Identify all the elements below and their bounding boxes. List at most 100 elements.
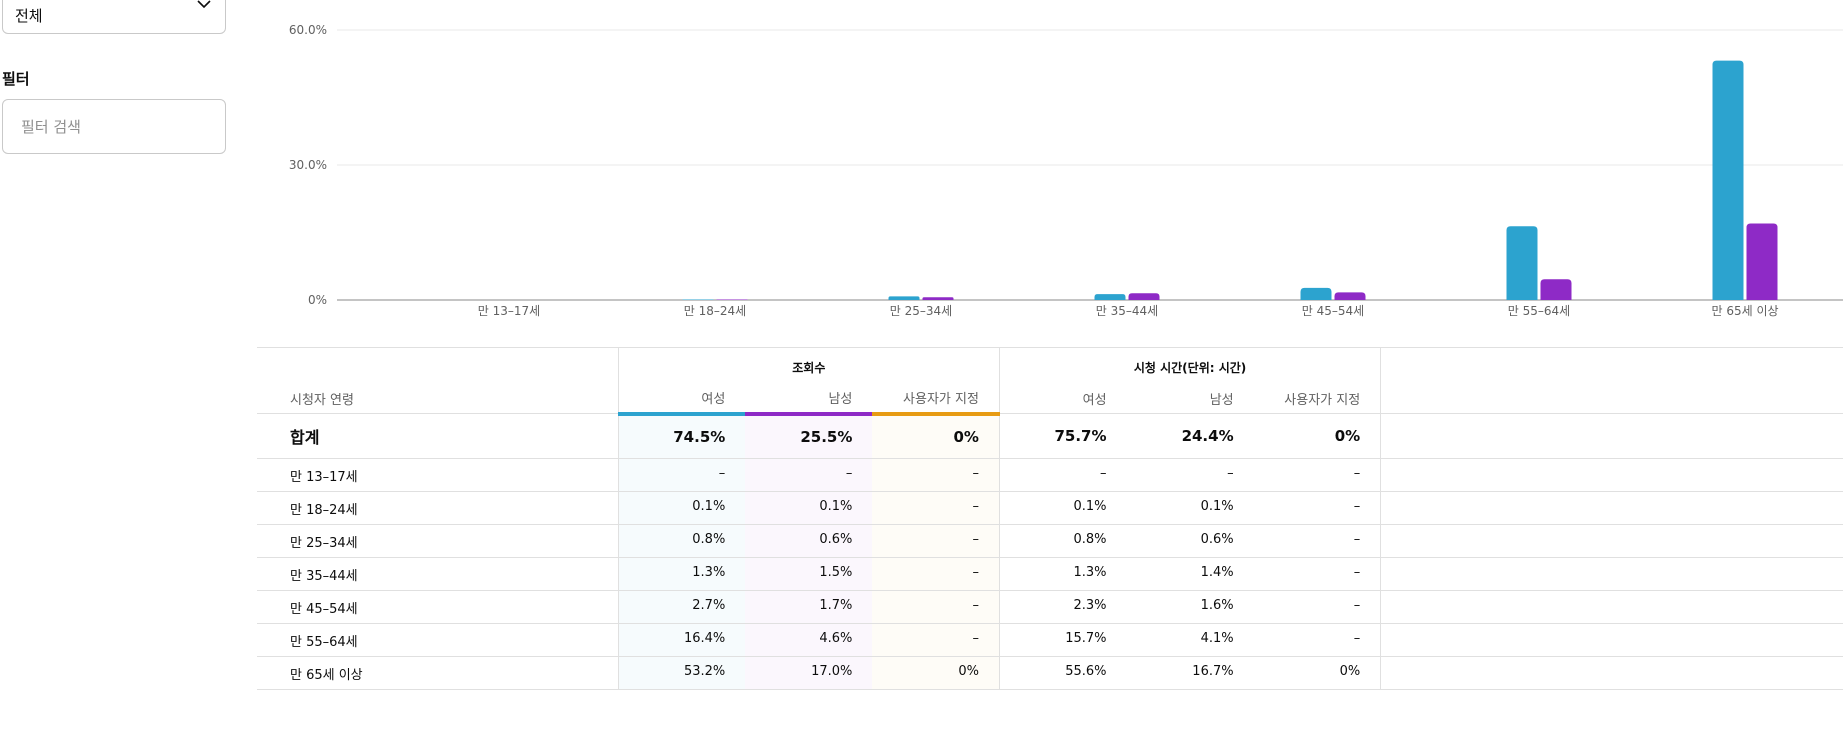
- views-group-header: 조회수: [617, 347, 1000, 384]
- age-label: 만 55–64세: [257, 623, 619, 657]
- bar-female: [1094, 294, 1126, 300]
- blank-cell: [1380, 413, 1843, 459]
- chevron-down-icon: [197, 0, 211, 9]
- watch-female-cell: 55.6%: [998, 656, 1127, 690]
- total-watch-female: 75.7%: [998, 413, 1127, 459]
- watch-custom-cell: –: [1253, 524, 1382, 558]
- views-male-cell: 0.6%: [745, 524, 873, 558]
- watch-custom-cell: –: [1253, 557, 1382, 591]
- age-label: 만 45–54세: [257, 590, 619, 624]
- bar-female: [888, 296, 920, 300]
- age-label: 만 18–24세: [257, 491, 619, 525]
- total-watch-male: 24.4%: [1126, 413, 1254, 459]
- age-label: 만 25–34세: [257, 524, 619, 558]
- age-column-header[interactable]: 시청자 연령: [257, 383, 619, 414]
- filter-search-input[interactable]: [2, 99, 226, 154]
- watch-female-cell: 15.7%: [998, 623, 1127, 657]
- audience-select[interactable]: 전체: [2, 0, 226, 34]
- blank-cell: [1380, 491, 1843, 525]
- views-male-cell: 4.6%: [745, 623, 873, 657]
- views-custom-cell: –: [872, 557, 1000, 591]
- y-tick-label: 30.0%: [289, 158, 327, 172]
- watch-female-cell: –: [998, 458, 1127, 492]
- views-female-cell: –: [617, 458, 746, 492]
- views-custom-cell: 0%: [872, 656, 1000, 690]
- chart-svg: 0% 30.0% 60.0% 만 13–17세 만 18–24세 만 25–34세 만 35…: [289, 23, 1843, 318]
- views-male-cell: 1.5%: [745, 557, 873, 591]
- total-watch-custom: 0%: [1253, 413, 1382, 459]
- blank-cell: [1380, 458, 1843, 492]
- views-female-cell: 0.1%: [617, 491, 746, 525]
- total-views-female: 74.5%: [617, 413, 746, 459]
- watch-female-cell: 2.3%: [998, 590, 1127, 624]
- bar-male: [1334, 292, 1366, 300]
- table-row: 만 55–64세 16.4% 4.6% – 15.7% 4.1% –: [257, 623, 1843, 657]
- watch-custom-cell: –: [1253, 491, 1382, 525]
- views-female-header[interactable]: 여성: [617, 383, 746, 416]
- watch-custom-cell: 0%: [1253, 656, 1382, 690]
- views-female-cell: 1.3%: [617, 557, 746, 591]
- x-tick-label: 만 35–44세: [1096, 304, 1158, 318]
- select-value: 전체: [15, 7, 43, 25]
- age-label: 만 35–44세: [257, 557, 619, 591]
- views-male-cell: –: [745, 458, 873, 492]
- blank-group-cell: [1380, 347, 1843, 384]
- total-label: 합계: [257, 413, 619, 459]
- table-row: 만 45–54세 2.7% 1.7% – 2.3% 1.6% –: [257, 590, 1843, 624]
- bar-male: [922, 297, 954, 300]
- x-tick-label: 만 25–34세: [890, 304, 952, 318]
- watch-male-cell: 4.1%: [1126, 623, 1254, 657]
- total-views-custom: 0%: [872, 413, 1000, 459]
- table-row: 만 65세 이상 53.2% 17.0% 0% 55.6% 16.7% 0%: [257, 656, 1843, 690]
- age-label: 만 13–17세: [257, 458, 619, 492]
- views-custom-cell: –: [872, 623, 1000, 657]
- sidebar: 전체 필터: [0, 0, 230, 731]
- table-row: 만 18–24세 0.1% 0.1% – 0.1% 0.1% –: [257, 491, 1843, 525]
- bar-male: [1540, 279, 1572, 300]
- watch-female-header[interactable]: 여성: [998, 383, 1127, 414]
- views-male-cell: 1.7%: [745, 590, 873, 624]
- watch-male-cell: –: [1126, 458, 1254, 492]
- blank-cell: [1380, 656, 1843, 690]
- age-gender-table: 조회수 시청 시간(단위: 시간) 시청자 연령 여성 남성 사용자가 지정 여…: [257, 347, 1843, 690]
- watch-male-cell: 0.1%: [1126, 491, 1254, 525]
- views-custom-cell: –: [872, 590, 1000, 624]
- watch-male-cell: 1.6%: [1126, 590, 1254, 624]
- bar-male: [1128, 293, 1160, 300]
- watch-custom-cell: –: [1253, 623, 1382, 657]
- views-female-cell: 53.2%: [617, 656, 746, 690]
- views-female-cell: 0.8%: [617, 524, 746, 558]
- x-tick-label: 만 18–24세: [684, 304, 746, 318]
- blank-cell: [1380, 524, 1843, 558]
- x-tick-label: 만 13–17세: [478, 304, 540, 318]
- watch-custom-header[interactable]: 사용자가 지정: [1253, 383, 1382, 414]
- blank-cell: [1380, 557, 1843, 591]
- bar-female: [1712, 60, 1744, 300]
- blank-cell: [1380, 590, 1843, 624]
- y-tick-label: 60.0%: [289, 23, 327, 37]
- views-custom-cell: –: [872, 458, 1000, 492]
- watch-female-cell: 1.3%: [998, 557, 1127, 591]
- bar-male: [1746, 223, 1778, 300]
- views-female-cell: 16.4%: [617, 623, 746, 657]
- total-row: 합계 74.5% 25.5% 0% 75.7% 24.4% 0%: [257, 413, 1843, 459]
- views-male-cell: 17.0%: [745, 656, 873, 690]
- y-tick-label: 0%: [308, 293, 327, 307]
- views-male-header[interactable]: 남성: [745, 383, 873, 416]
- total-views-male: 25.5%: [745, 413, 873, 459]
- blank-group-cell: [257, 347, 619, 384]
- watch-custom-cell: –: [1253, 458, 1382, 492]
- watch-male-cell: 0.6%: [1126, 524, 1254, 558]
- watch-female-cell: 0.1%: [998, 491, 1127, 525]
- x-tick-label: 만 45–54세: [1302, 304, 1364, 318]
- age-label: 만 65세 이상: [257, 656, 619, 690]
- table-row: 만 25–34세 0.8% 0.6% – 0.8% 0.6% –: [257, 524, 1843, 558]
- bar-female: [1300, 287, 1332, 300]
- x-tick-label: 만 65세 이상: [1711, 304, 1778, 318]
- x-tick-label: 만 55–64세: [1508, 304, 1570, 318]
- watch-male-header[interactable]: 남성: [1126, 383, 1254, 414]
- views-custom-header[interactable]: 사용자가 지정: [872, 383, 1000, 416]
- views-custom-cell: –: [872, 524, 1000, 558]
- views-custom-cell: –: [872, 491, 1000, 525]
- watch-female-cell: 0.8%: [998, 524, 1127, 558]
